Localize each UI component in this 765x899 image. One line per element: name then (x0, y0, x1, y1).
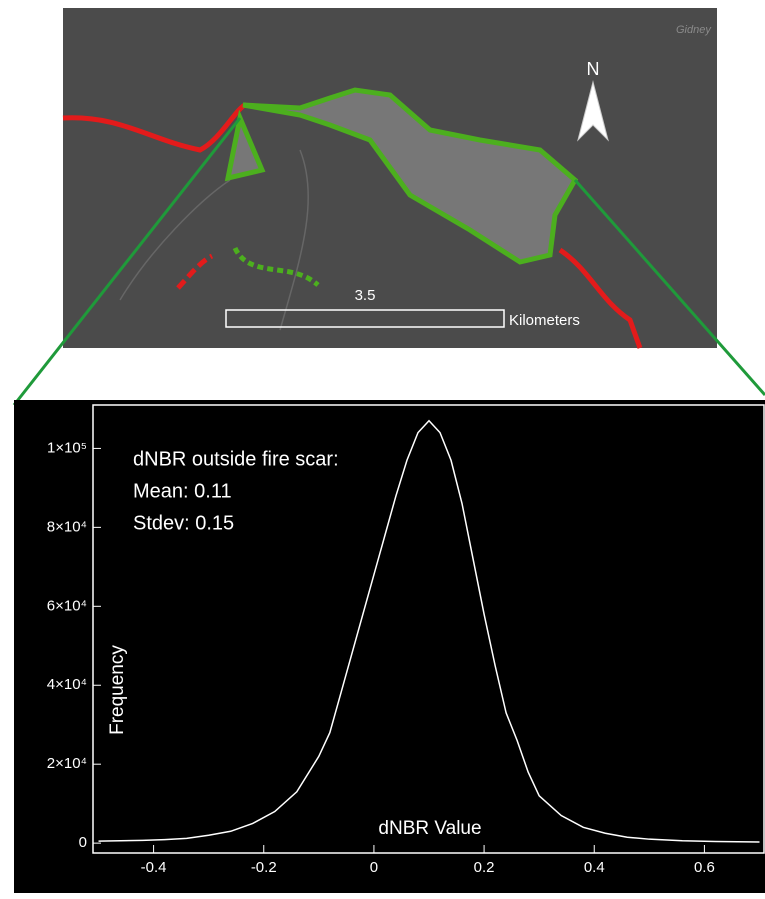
chart-background (14, 400, 765, 893)
scale-bar (225, 309, 505, 328)
map-background (63, 8, 717, 348)
road (62, 102, 247, 153)
road (176, 253, 214, 290)
y-tick-label: 6×10⁴ (47, 597, 87, 614)
stream (119, 149, 310, 331)
x-tick-label: 0.6 (694, 859, 715, 876)
fire-scar (224, 109, 266, 182)
connector (12, 117, 242, 406)
y-tick-label: 0 (79, 834, 87, 851)
histogram-line (98, 419, 760, 843)
y-tick-label: 2×10⁴ (47, 755, 87, 772)
annotation: Mean: 0.11 (133, 480, 232, 502)
place-label: Gidney (676, 24, 712, 36)
scale-value: 3.5 (355, 287, 376, 304)
north-label: N (587, 59, 600, 79)
scale-unit: Kilometers (509, 312, 580, 329)
connector (573, 179, 765, 396)
x-tick-label: -0.4 (141, 859, 167, 876)
x-tick-label: 0.4 (584, 859, 605, 876)
annotation: dNBR outside fire scar: (133, 448, 339, 470)
x-tick-label: 0 (370, 859, 378, 876)
fire-scar (242, 87, 579, 265)
x-tick-label: -0.2 (251, 859, 277, 876)
chart: 0 2×10⁴ 4×10⁴ 6×10⁴ 8×10⁴ 1×10⁵ -0.4 -0.2 0 0.2 0.… (47, 404, 765, 876)
x-axis-label: dNBR Value (378, 818, 481, 839)
plot-frame (92, 404, 765, 854)
y-axis-label: Frequency (107, 645, 128, 735)
y-tick-label: 8×10⁴ (47, 518, 87, 535)
fire-scar (232, 246, 320, 287)
y-tick-label: 1×10⁵ (47, 439, 87, 456)
map: Gidney N 3.5 Kilometers (62, 8, 717, 349)
north-arrow (577, 80, 609, 142)
road (558, 247, 643, 349)
y-tick-label: 4×10⁴ (47, 676, 87, 693)
x-tick-label: 0.2 (474, 859, 495, 876)
annotation: Stdev: 0.15 (133, 512, 234, 534)
